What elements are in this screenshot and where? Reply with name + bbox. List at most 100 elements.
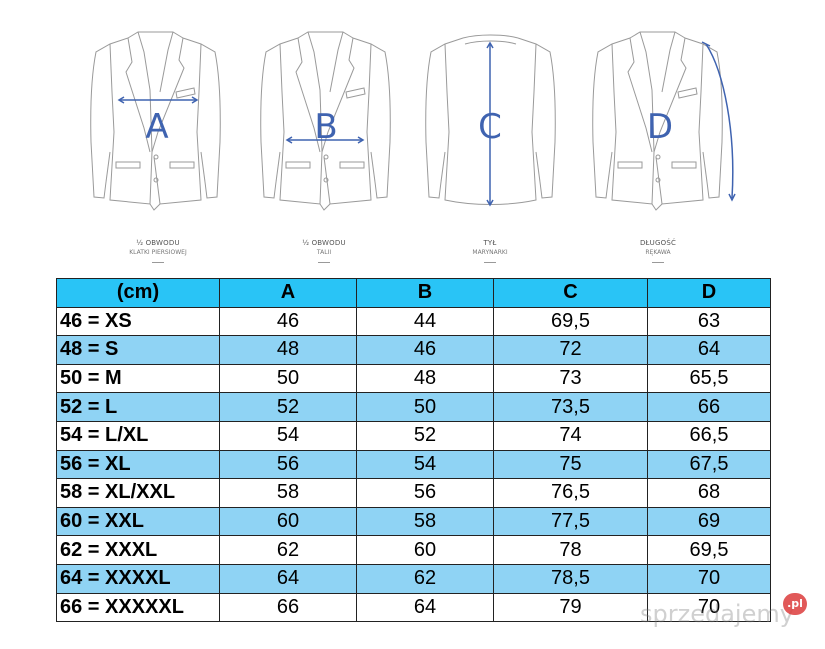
- letter-b: B: [314, 107, 337, 147]
- measurement-cell: 69,5: [647, 535, 771, 565]
- measurement-cell: 65,5: [647, 363, 771, 394]
- header-d: D: [647, 278, 771, 308]
- caption-c-line2: MARYNARKI: [472, 249, 508, 256]
- measurement-cell: 52: [356, 420, 494, 451]
- measurement-cell: 64: [356, 592, 494, 623]
- caption-a: ½ OBWODU KLATKI PIERSIOWEJ: [88, 238, 228, 263]
- measurement-cell: 50: [356, 392, 494, 422]
- measurement-cell: 72: [493, 335, 648, 365]
- jacket-b-illustration: [260, 31, 391, 211]
- measurement-cell: 44: [356, 306, 494, 337]
- table-row: 50 = M 50 48 73 65,5: [56, 363, 771, 394]
- header-a: A: [219, 278, 357, 308]
- watermark-text: sprzedajemy: [640, 600, 794, 628]
- table-row: 52 = L 52 50 73,5 66: [56, 392, 771, 422]
- measurement-cell: 46: [219, 306, 357, 337]
- measurement-cell: 64: [219, 563, 357, 594]
- watermark-badge: .pl: [783, 593, 807, 615]
- measurement-cell: 69,5: [493, 306, 648, 337]
- size-label-cell: 66 = XXXXXL: [56, 592, 220, 623]
- table-row: 60 = XXL 60 58 77,5 69: [56, 506, 771, 537]
- caption-b-line1: ½ OBWODU: [302, 239, 346, 247]
- caption-a-line1: ½ OBWODU: [136, 239, 180, 247]
- table-row: 66 = XXXXXL 66 64 79 70: [56, 592, 771, 623]
- caption-b-line2: TALII: [316, 249, 332, 256]
- measurement-cell: 52: [219, 392, 357, 422]
- caption-c: TYŁ MARYNARKI: [420, 238, 560, 263]
- caption-b-divider: [318, 262, 330, 263]
- caption-a-divider: [152, 262, 164, 263]
- measurement-cell: 62: [356, 563, 494, 594]
- measurement-cell: 79: [493, 592, 648, 623]
- size-label-cell: 54 = L/XL: [56, 420, 220, 451]
- size-table: (cm) A B C D 46 = XS 46 44 69,5 63 48 = S 48 46…: [56, 278, 771, 623]
- measurement-cell: 69: [647, 506, 771, 537]
- measurement-cell: 50: [219, 363, 357, 394]
- measurement-cell: 70: [647, 592, 771, 623]
- table-row: 48 = S 48 46 72 64: [56, 335, 771, 365]
- measurement-cell: 66: [647, 392, 771, 422]
- measurement-cell: 78,5: [493, 563, 648, 594]
- table-row: 62 = XXXL 62 60 78 69,5: [56, 535, 771, 565]
- caption-c-divider: [484, 262, 496, 263]
- size-label-cell: 52 = L: [56, 392, 220, 422]
- letter-a: A: [145, 107, 168, 147]
- caption-b: ½ OBWODU TALII: [254, 238, 394, 263]
- measurement-cell: 64: [647, 335, 771, 365]
- measurement-cell: 48: [219, 335, 357, 365]
- size-label-cell: 58 = XL/XXL: [56, 478, 220, 508]
- measurement-cell: 78: [493, 535, 648, 565]
- size-label-cell: 64 = XXXXL: [56, 563, 220, 594]
- measurement-cell: 76,5: [493, 478, 648, 508]
- size-label-cell: 62 = XXXL: [56, 535, 220, 565]
- size-label-cell: 48 = S: [56, 335, 220, 365]
- measurement-cell: 63: [647, 306, 771, 337]
- measurement-cell: 68: [647, 478, 771, 508]
- table-row: 54 = L/XL 54 52 74 66,5: [56, 420, 771, 451]
- measurement-cell: 66,5: [647, 420, 771, 451]
- measurement-cell: 77,5: [493, 506, 648, 537]
- table-row: 56 = XL 56 54 75 67,5: [56, 449, 771, 480]
- letter-c: C: [478, 107, 502, 147]
- header-cm: (cm): [56, 278, 220, 308]
- jacket-c-illustration: [425, 34, 556, 207]
- size-label-cell: 50 = M: [56, 363, 220, 394]
- measurement-cell: 67,5: [647, 449, 771, 480]
- header-c: C: [493, 278, 648, 308]
- measurement-cell: 48: [356, 363, 494, 394]
- caption-d-divider: [652, 262, 664, 263]
- table-row: 46 = XS 46 44 69,5 63: [56, 306, 771, 337]
- caption-d: DŁUGOŚĆ RĘKAWA: [588, 238, 728, 263]
- jacket-d-illustration: [592, 31, 736, 211]
- header-b: B: [356, 278, 494, 308]
- table-row: 58 = XL/XXL 58 56 76,5 68: [56, 478, 771, 508]
- measurement-cell: 66: [219, 592, 357, 623]
- measurement-cell: 62: [219, 535, 357, 565]
- measurement-cell: 58: [356, 506, 494, 537]
- measurement-cell: 56: [219, 449, 357, 480]
- jacket-a-illustration: [90, 31, 221, 211]
- measurement-cell: 73,5: [493, 392, 648, 422]
- measurement-cell: 70: [647, 563, 771, 594]
- measurement-cell: 60: [219, 506, 357, 537]
- measurement-cell: 46: [356, 335, 494, 365]
- measurement-cell: 60: [356, 535, 494, 565]
- caption-d-line1: DŁUGOŚĆ: [639, 239, 677, 247]
- table-header-row: (cm) A B C D: [56, 278, 771, 308]
- measurement-cell: 56: [356, 478, 494, 508]
- measurement-cell: 58: [219, 478, 357, 508]
- measurement-cell: 54: [219, 420, 357, 451]
- size-label-cell: 56 = XL: [56, 449, 220, 480]
- caption-d-line2: RĘKAWA: [645, 249, 671, 256]
- size-label-cell: 46 = XS: [56, 306, 220, 337]
- measurement-cell: 75: [493, 449, 648, 480]
- letter-d: D: [647, 107, 673, 147]
- measurement-cell: 73: [493, 363, 648, 394]
- caption-a-line2: KLATKI PIERSIOWEJ: [129, 249, 187, 256]
- caption-c-line1: TYŁ: [483, 239, 497, 247]
- jacket-measurement-diagram: A B C D: [90, 31, 736, 211]
- measurement-cell: 74: [493, 420, 648, 451]
- measurement-cell: 54: [356, 449, 494, 480]
- size-label-cell: 60 = XXL: [56, 506, 220, 537]
- table-row: 64 = XXXXL 64 62 78,5 70: [56, 563, 771, 594]
